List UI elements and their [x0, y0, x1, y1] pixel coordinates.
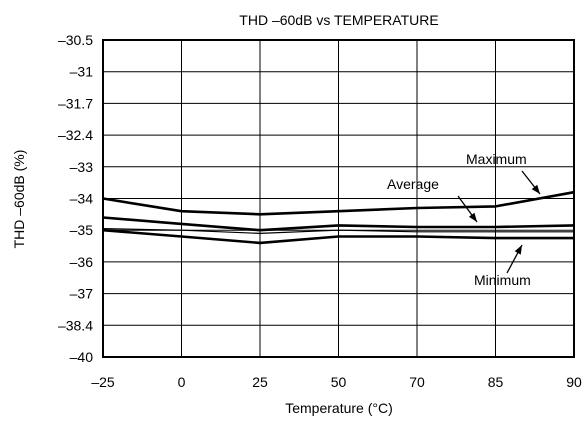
y-tick-label: –31.7	[58, 95, 93, 111]
x-axis-label: Temperature (°C)	[285, 400, 393, 416]
series-line-average	[102, 216, 575, 232]
series-line-maximum	[102, 190, 575, 216]
chart-title: THD –60dB vs TEMPERATURE	[239, 12, 438, 28]
y-tick-label: –40	[70, 349, 94, 365]
y-tick-label: –33	[70, 159, 94, 175]
x-tick-label: 90	[566, 374, 582, 390]
y-tick-label: –34	[70, 191, 94, 207]
y-tick-label: –35	[70, 222, 94, 238]
arrowhead	[514, 245, 522, 255]
x-tick-label: 85	[488, 374, 504, 390]
y-tick-label: –30.5	[58, 32, 93, 48]
y-tick-label: –31	[70, 64, 94, 80]
y-tick-label: –38.4	[58, 317, 93, 333]
arrowhead	[531, 184, 540, 194]
x-tick-label: 70	[409, 374, 425, 390]
annotation-average: Average	[387, 176, 439, 192]
x-tick-label: 50	[331, 374, 347, 390]
series-line-minimum	[102, 228, 574, 245]
annotation-minimum: Minimum	[474, 272, 531, 288]
arrowhead	[468, 212, 477, 222]
y-tick-label: –32.4	[58, 127, 93, 143]
y-axis-label: THD –60dB (%)	[11, 150, 27, 249]
tick-labels: –25 0 25 50 70 85 90 –30.5 –31 –31.7 –32.4 –33 –34 –3…	[58, 32, 582, 390]
series-lines	[102, 190, 575, 245]
annotation-maximum: Maximum	[466, 151, 527, 167]
y-tick-label: –37	[70, 286, 94, 302]
x-tick-label: –25	[91, 374, 115, 390]
grid	[103, 40, 574, 357]
annotations: Maximum Average Minimum	[387, 151, 541, 288]
series-line-middle	[102, 228, 574, 234]
x-tick-label: 25	[252, 374, 268, 390]
y-tick-label: –36	[70, 254, 94, 270]
x-tick-label: 0	[178, 374, 186, 390]
